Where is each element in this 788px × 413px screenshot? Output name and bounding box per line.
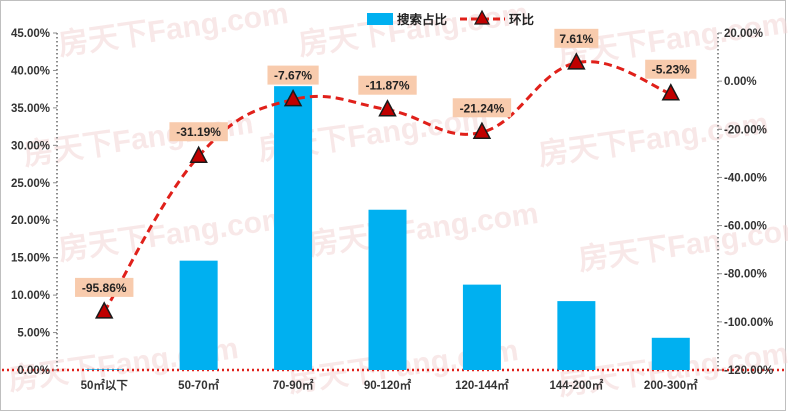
x-axis-tick-label: 50-70㎡ — [178, 378, 219, 392]
right-axis-tick-label: -100.00% — [724, 317, 773, 329]
data-label: -31.19% — [176, 125, 221, 139]
data-label-bg — [452, 98, 512, 118]
watermark-text: 房天下Fang.com — [56, 202, 290, 267]
data-label-bg — [75, 277, 134, 297]
data-label: 7.61% — [559, 32, 593, 46]
bar — [368, 209, 407, 370]
left-axis-tick-label: 30.00% — [11, 140, 50, 152]
bar — [462, 284, 501, 370]
data-label: -11.87% — [365, 79, 409, 93]
x-axis-tick-label: 70-90㎡ — [273, 378, 314, 392]
data-label-bg — [169, 122, 228, 142]
data-label: -5.23% — [652, 63, 690, 77]
data-label: -95.86% — [82, 281, 127, 295]
right-axis-tick-label: -120.00% — [724, 365, 773, 377]
legend-swatch-marker — [473, 9, 491, 25]
line-layer: -95.86% -31.19% -7.67% -11.87% -21.24% 7.61% -… — [75, 28, 697, 319]
x-axis-tick-label: 120-144㎡ — [455, 378, 509, 392]
left-axis-tick-label: 15.00% — [11, 253, 50, 265]
bar — [557, 301, 596, 370]
bar — [179, 260, 218, 370]
data-label-bg — [267, 65, 319, 85]
left-axis-tick-label: 35.00% — [11, 103, 50, 115]
legend-label-line: 环比 — [509, 12, 535, 27]
right-axis-tick-label: 20.00% — [724, 28, 763, 40]
left-axis-tick-label: 25.00% — [11, 178, 50, 190]
data-label-bg — [358, 75, 417, 95]
left-axis-tick-label: 45.00% — [11, 28, 50, 40]
right-axis-tick-label: -60.00% — [724, 221, 767, 233]
watermark-text: 房天下Fang.com — [296, 0, 530, 62]
line-point-marker — [189, 145, 208, 163]
left-axis-tick-label: 20.00% — [11, 215, 50, 227]
right-axis-tick-label: 0.00% — [724, 76, 757, 88]
line-point-marker — [661, 83, 681, 101]
line-point-marker — [567, 52, 586, 70]
right-axis-tick-label: -20.00% — [724, 124, 767, 136]
line-point-marker — [472, 121, 492, 140]
watermark-text: 房天下Fang.com — [536, 107, 770, 172]
line-point-marker — [94, 301, 114, 319]
x-axis-tick-label: 200-300㎡ — [644, 378, 698, 392]
data-label: -7.67% — [274, 69, 312, 83]
left-axis-tick-label: 0.00% — [17, 365, 50, 377]
right-axis-tick-label: -80.00% — [724, 269, 767, 281]
legend-swatch-bar — [367, 13, 393, 25]
watermark-text: 房天下Fang.com — [56, 0, 290, 62]
watermark-text: 房天下Fang.com — [306, 197, 540, 262]
x-axis-tick-label: 90-120㎡ — [364, 378, 412, 392]
data-label-bg — [645, 59, 697, 79]
x-axis-tick-label: 50㎡以下 — [81, 378, 129, 392]
legend: 搜索占比 环比 — [367, 9, 535, 27]
left-axis-tick-label: 5.00% — [17, 328, 50, 340]
axes-layer: 0.00% 5.00% 10.00% 15.00% 20.00% 25.00% 30.00%… — [2, 28, 786, 392]
x-axis-tick-label: 144-200㎡ — [549, 378, 603, 392]
data-label: -21.24% — [460, 101, 505, 115]
right-axis-tick-label: -40.00% — [724, 172, 767, 184]
bars-layer — [85, 86, 690, 370]
bar — [274, 86, 313, 370]
legend-label-bar: 搜索占比 — [397, 12, 448, 27]
line-point-marker — [378, 99, 397, 117]
line-point-marker — [283, 89, 303, 107]
bar — [85, 369, 124, 370]
left-axis-tick-label: 40.00% — [11, 65, 50, 77]
bar — [651, 337, 690, 370]
left-axis-tick-label: 10.00% — [11, 290, 50, 302]
data-label-bg — [554, 28, 599, 48]
